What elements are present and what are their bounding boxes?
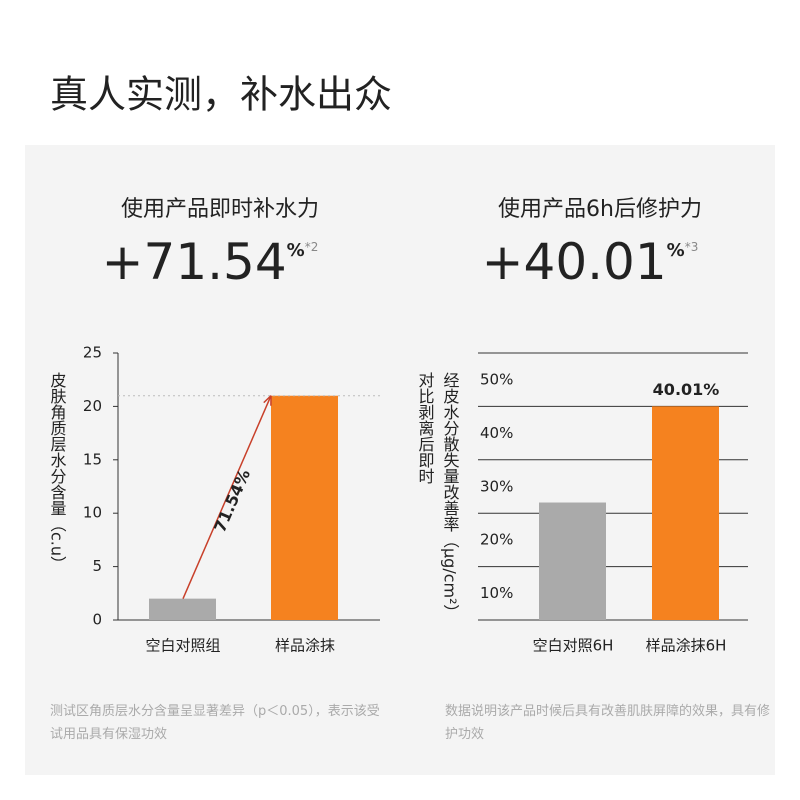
- y-axis-label: 皮肤角质层水分含量（c.u）: [48, 372, 67, 572]
- footnote: 测试区角质层水分含量呈显著差异（p＜0.05），表示该受试用品具有保湿功效: [50, 704, 380, 742]
- y-tick-label: 40%: [480, 424, 513, 442]
- y-tick-label: 10: [83, 504, 102, 522]
- x-tick-label: 样品涂抹: [275, 637, 335, 655]
- y-tick-label: 5: [92, 557, 102, 575]
- y-tick-label: 25: [83, 344, 102, 362]
- bar: [652, 406, 719, 620]
- y-tick-label: 0: [92, 611, 102, 629]
- headline-value: +71.54: [102, 233, 287, 291]
- y-tick-label: 20%: [480, 531, 513, 549]
- y-tick-label: 15: [83, 450, 102, 468]
- x-tick-label: 样品涂抹6H: [646, 637, 727, 655]
- bar: [539, 502, 606, 620]
- headline-unit: %: [667, 240, 685, 261]
- y-tick-label: 30%: [480, 477, 513, 495]
- headline-note: *2: [305, 240, 319, 254]
- value-label: 40.01%: [653, 380, 720, 399]
- y-tick-label: 10%: [480, 584, 513, 602]
- x-tick-label: 空白对照组: [145, 637, 220, 655]
- y-tick-label: 20: [83, 397, 102, 415]
- bar: [271, 395, 338, 620]
- headline-unit: %: [287, 240, 305, 261]
- chart-subtitle: 使用产品6h后修护力: [498, 197, 702, 222]
- headline: +40.01%*3: [482, 233, 699, 291]
- footnote: 数据说明该产品时候后具有改善肌肤屏障的效果，具有修护功效: [445, 704, 771, 742]
- y-axis-label: 对比剥离后即时: [416, 372, 435, 484]
- bar: [149, 598, 216, 620]
- arrow: [182, 395, 272, 599]
- headline-note: *3: [685, 240, 699, 254]
- chart-subtitle: 使用产品即时补水力: [121, 197, 319, 222]
- y-axis-label: 经皮水分散失量改善率（μg/cm²）: [441, 372, 460, 621]
- headline-value: +40.01: [482, 233, 667, 291]
- page-title: 真人实测，补水出众: [50, 73, 392, 117]
- y-tick-label: 50%: [480, 371, 513, 389]
- headline: +71.54%*2: [102, 233, 319, 291]
- x-tick-label: 空白对照6H: [533, 637, 614, 655]
- arrow-head: [263, 395, 272, 406]
